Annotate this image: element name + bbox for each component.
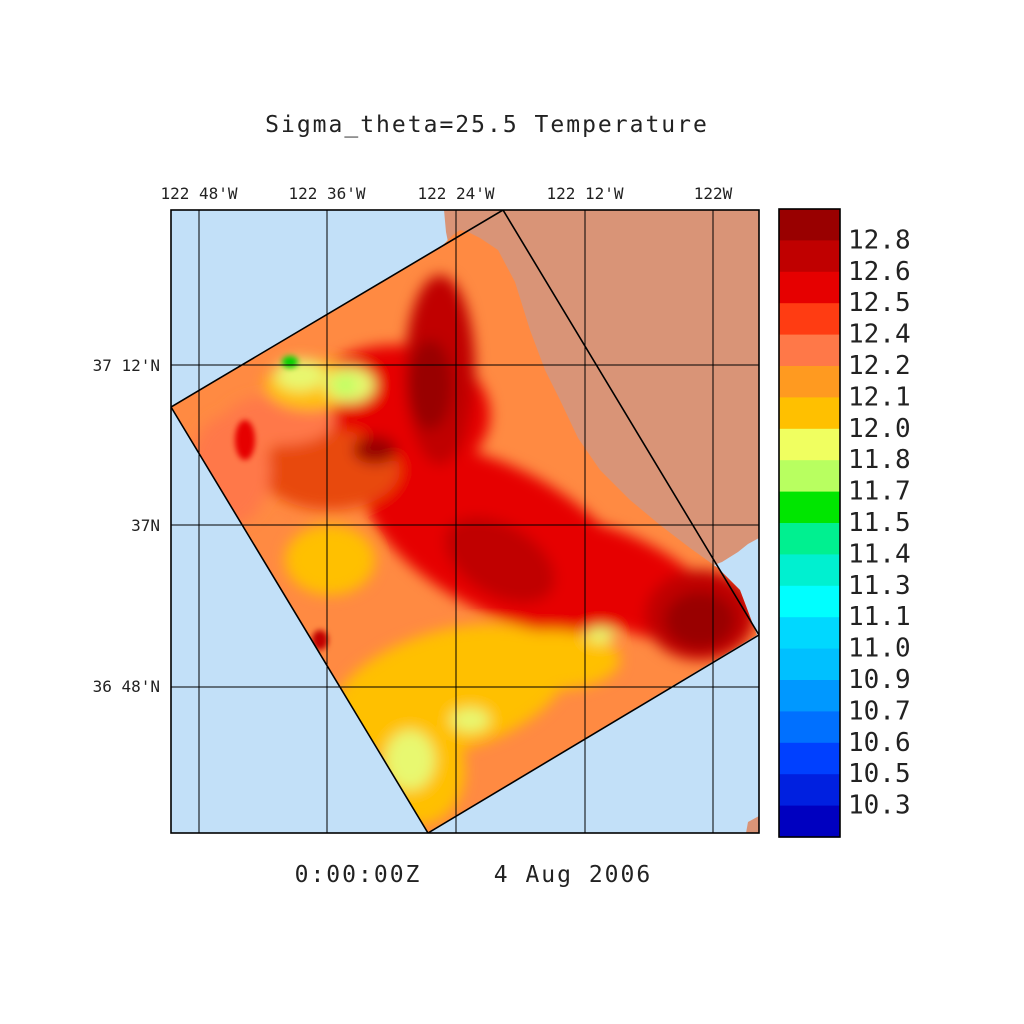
colorbar-label: 11.3 xyxy=(848,571,911,601)
colorbar-label: 12.8 xyxy=(848,225,911,255)
colorbar-swatch xyxy=(779,805,840,838)
colorbar-swatch xyxy=(779,209,840,241)
lat-label-2: 37N xyxy=(131,516,160,535)
colorbar-swatch xyxy=(779,334,840,367)
model-domain-outline xyxy=(171,210,759,833)
colorbar-label: 11.0 xyxy=(848,634,911,664)
colorbar-swatch xyxy=(779,585,840,618)
colorbar-swatch xyxy=(779,742,840,775)
colorbar-label: 11.1 xyxy=(848,602,911,632)
lon-label-3: 122 24'W xyxy=(417,184,494,203)
map-title: Sigma_theta=25.5 Temperature xyxy=(265,112,709,138)
colorbar-swatch xyxy=(779,774,840,807)
map-frame xyxy=(170,209,760,834)
lon-label-2: 122 36'W xyxy=(288,184,365,203)
colorbar-label: 10.9 xyxy=(848,665,911,695)
lon-label-4: 122 12'W xyxy=(546,184,623,203)
land-spot xyxy=(746,816,759,833)
colorbar-swatch xyxy=(779,303,840,336)
colorbar-swatch xyxy=(779,648,840,681)
lon-label-1: 122 48'W xyxy=(160,184,237,203)
colorbar-swatch xyxy=(779,680,840,712)
colorbar-labels: 12.812.612.512.412.212.112.011.811.711.5… xyxy=(848,225,911,820)
colorbar-label: 12.1 xyxy=(848,382,911,412)
longitude-labels: 122 48'W 122 36'W 122 24'W 122 12'W 122W xyxy=(160,184,732,203)
lat-label-3: 36 48'N xyxy=(93,677,160,696)
latitude-labels: 37 12'N 37N 36 48'N xyxy=(93,356,160,696)
colorbar-label: 10.3 xyxy=(848,791,911,821)
colorbar-label: 11.4 xyxy=(848,539,911,569)
lat-label-1: 37 12'N xyxy=(93,356,160,375)
coastline-land xyxy=(443,210,759,572)
colorbar-swatch xyxy=(779,617,840,650)
lon-label-5: 122W xyxy=(694,184,733,203)
colorbar-swatch xyxy=(779,491,840,524)
colorbar-swatch xyxy=(779,366,840,398)
colorbar-label: 11.7 xyxy=(848,477,911,507)
colorbar-label: 12.0 xyxy=(848,414,911,444)
colorbar-swatch xyxy=(779,460,840,493)
colorbar-label: 11.5 xyxy=(848,508,911,538)
map-panel xyxy=(171,210,759,833)
colorbar-label: 11.8 xyxy=(848,445,911,475)
colorbar-swatch xyxy=(779,523,840,555)
temperature-colorbar xyxy=(778,208,841,838)
colorbar-frame xyxy=(778,208,841,838)
colorbar-label: 10.7 xyxy=(848,696,911,726)
colorbar-label: 10.5 xyxy=(848,759,911,789)
colorbar-swatch xyxy=(779,240,840,273)
date-label: 4 Aug 2006 xyxy=(494,862,652,888)
colorbar-swatch xyxy=(779,554,840,587)
colorbar-label: 12.2 xyxy=(848,351,911,381)
colorbar-swatch xyxy=(779,711,840,744)
colorbar-label: 12.6 xyxy=(848,257,911,287)
colorbar-label: 12.5 xyxy=(848,288,911,318)
colorbar-label: 10.6 xyxy=(848,728,911,758)
colorbar-label: 12.4 xyxy=(848,320,911,350)
graticule xyxy=(171,210,759,833)
colorbar-swatch xyxy=(779,397,840,430)
colorbar-swatch xyxy=(779,428,840,461)
colorbar-swatch xyxy=(779,271,840,304)
time-label: 0:00:00Z xyxy=(295,862,422,888)
